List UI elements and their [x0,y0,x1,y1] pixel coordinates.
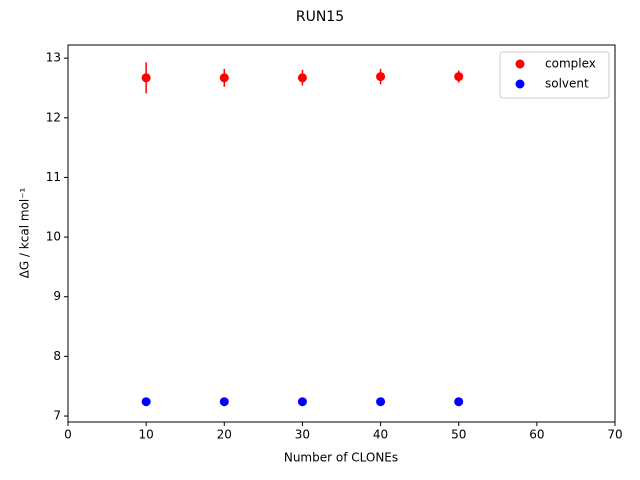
point [376,397,386,407]
y-tick-label: 13 [46,51,61,65]
x-tick-label: 0 [64,428,72,442]
point [454,72,464,82]
y-axis-label: ΔG / kcal mol⁻¹ [18,187,32,278]
y-tick-label: 11 [46,170,61,184]
point [219,397,229,407]
point [141,73,151,83]
chart-title: RUN15 [296,9,344,25]
plot-frame [67,44,616,423]
x-tick-label: 20 [217,428,232,442]
x-tick-label: 50 [451,428,466,442]
x-tick-label: 70 [607,428,622,442]
x-tick-label: 30 [295,428,310,442]
legend-marker [515,59,525,69]
point [297,397,307,407]
legend-marker [515,79,525,89]
y-tick-label: 10 [46,230,61,244]
y-tick-label: 12 [46,110,61,124]
legend-label: solvent [545,77,589,91]
x-tick-label: 60 [529,428,544,442]
point [141,397,151,407]
legend-label: complex [545,57,596,71]
x-tick-label: 40 [373,428,388,442]
y-tick-label: 7 [53,409,61,423]
x-tick-label: 10 [139,428,154,442]
y-tick-label: 9 [53,289,61,303]
legend-box [499,51,610,99]
point [376,72,386,82]
y-tick-label: 8 [53,349,61,363]
point [219,73,229,83]
point [454,397,464,407]
point [297,73,307,83]
x-axis-label: Number of CLONEs [284,451,398,465]
